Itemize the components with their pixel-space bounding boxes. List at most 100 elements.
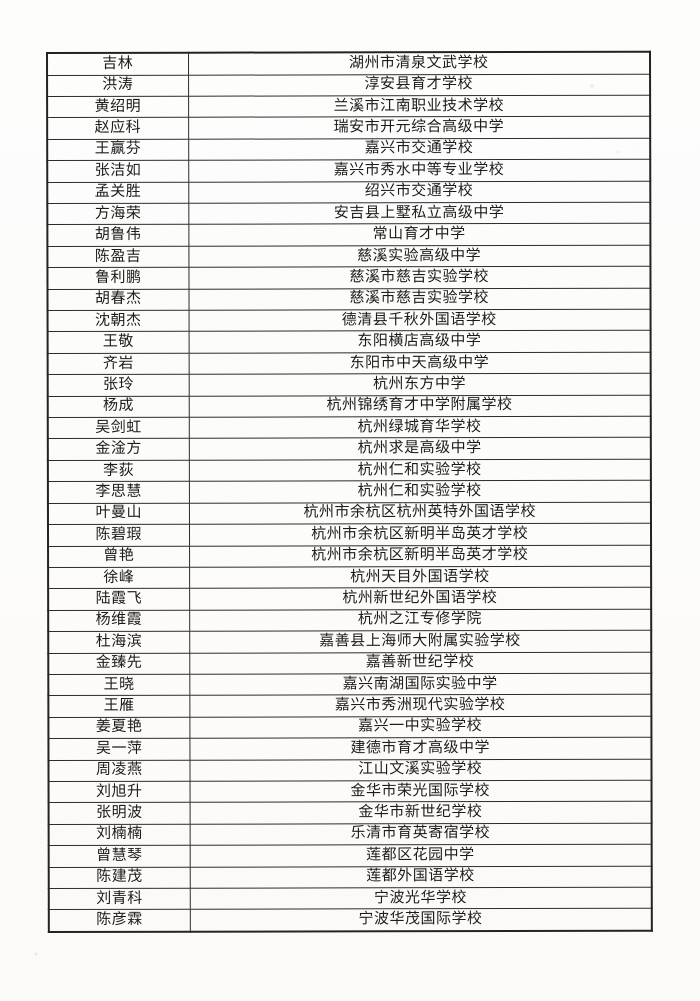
name-cell: 叶曼山 bbox=[47, 502, 189, 525]
school-cell: 杭州市余杭区新明半岛英才学校 bbox=[188, 523, 652, 546]
school-cell: 杭州之江专修学院 bbox=[189, 608, 652, 632]
table-row: 王晓 嘉兴南湖国际实验中学 bbox=[48, 673, 652, 696]
school-cell: 湖州市清泉文武学校 bbox=[188, 51, 651, 75]
school-cell: 金华市荣光国际学校 bbox=[189, 780, 652, 803]
school-cell: 嘉善新世纪学校 bbox=[189, 651, 652, 675]
school-cell: 嘉兴一中实验学校 bbox=[189, 715, 652, 739]
table-row: 金臻先 嘉善新世纪学校 bbox=[48, 651, 652, 675]
table-row: 鲁利鹏 慈溪市慈吉实验学校 bbox=[47, 266, 651, 290]
table-row: 刘旭升 金华市荣光国际学校 bbox=[48, 780, 652, 803]
name-cell: 胡春杰 bbox=[47, 288, 189, 311]
name-cell: 刘旭升 bbox=[48, 781, 190, 803]
table-row: 洪涛 淳安县育才学校 bbox=[47, 73, 651, 97]
name-cell: 胡鲁伟 bbox=[47, 224, 189, 247]
school-cell: 金华市新世纪学校 bbox=[189, 801, 652, 824]
roster-table: 吉林 湖州市清泉文武学校 洪涛 淳安县育才学校 黄绍明 兰溪市江南职业技术学校 赵应科 瑞安市… bbox=[46, 50, 653, 933]
school-cell: 安吉县上墅私立高级中学 bbox=[188, 202, 651, 225]
table-row: 杜海滨 嘉善县上海师大附属实验学校 bbox=[48, 630, 652, 654]
school-cell: 绍兴市交通学校 bbox=[188, 180, 651, 204]
school-cell: 慈溪实验高级中学 bbox=[188, 245, 651, 268]
table-row: 刘青科 宁波光华学校 bbox=[48, 887, 652, 910]
table-row: 姜夏艳 嘉兴一中实验学校 bbox=[48, 715, 652, 739]
table-row: 叶曼山 杭州市余杭区杭州英特外国语学校 bbox=[47, 501, 651, 525]
school-cell: 杭州求是高级中学 bbox=[188, 437, 651, 461]
school-cell: 杭州市余杭区新明半岛英才学校 bbox=[189, 544, 652, 568]
name-cell: 黄绍明 bbox=[47, 96, 189, 118]
table-row: 王雁 嘉兴市秀洲现代实验学校 bbox=[48, 694, 652, 718]
table-row: 齐岩 东阳市中天高级中学 bbox=[47, 352, 651, 375]
table-row: 胡鲁伟 常山育才中学 bbox=[47, 223, 651, 247]
school-cell: 东阳市中天高级中学 bbox=[188, 352, 651, 375]
name-cell: 李荻 bbox=[47, 460, 189, 482]
name-cell: 杨成 bbox=[47, 395, 189, 418]
table-row: 刘楠楠 乐清市育英寄宿学校 bbox=[48, 823, 652, 846]
school-cell: 莲都外国语学校 bbox=[189, 865, 652, 889]
table-row: 吴一萍 建德市育才高级中学 bbox=[48, 737, 652, 761]
name-cell: 王敬 bbox=[47, 331, 189, 354]
table-row: 胡春杰 慈溪市慈吉实验学校 bbox=[47, 287, 651, 311]
name-cell: 陆霞飞 bbox=[48, 588, 190, 611]
name-cell: 沈朝杰 bbox=[47, 310, 189, 332]
school-cell: 杭州天目外国语学校 bbox=[189, 566, 652, 589]
table-row: 陈建茂 莲都外国语学校 bbox=[48, 865, 652, 889]
name-cell: 孟关胜 bbox=[47, 181, 189, 204]
name-cell: 吉林 bbox=[47, 52, 189, 76]
table-row: 张玲 杭州东方中学 bbox=[47, 373, 651, 397]
table-row: 陈彦霖 宁波华茂国际学校 bbox=[48, 908, 652, 932]
name-cell: 吴剑虹 bbox=[47, 417, 189, 439]
school-cell: 杭州市余杭区杭州英特外国语学校 bbox=[188, 501, 651, 525]
name-cell: 刘青科 bbox=[48, 888, 190, 910]
school-cell: 杭州新世纪外国语学校 bbox=[189, 587, 652, 610]
name-cell: 齐岩 bbox=[47, 353, 189, 375]
table-row: 陈盈吉 慈溪实验高级中学 bbox=[47, 245, 651, 268]
name-cell: 鲁利鹏 bbox=[47, 267, 189, 290]
name-cell: 王晓 bbox=[48, 674, 190, 696]
table-row: 曾艳 杭州市余杭区新明半岛英才学校 bbox=[48, 544, 652, 568]
school-cell: 嘉善县上海师大附属实验学校 bbox=[189, 630, 652, 653]
table-row: 李思慧 杭州仁和实验学校 bbox=[47, 480, 651, 504]
school-cell: 慈溪市慈吉实验学校 bbox=[188, 266, 651, 289]
school-cell: 宁波华茂国际学校 bbox=[189, 908, 652, 932]
name-cell: 金淦方 bbox=[47, 438, 189, 461]
name-cell: 张玲 bbox=[47, 374, 189, 397]
school-cell: 嘉兴市秀水中等专业学校 bbox=[188, 159, 651, 182]
name-cell: 陈盈吉 bbox=[47, 246, 189, 268]
table-row: 张洁如 嘉兴市秀水中等专业学校 bbox=[47, 159, 651, 183]
name-cell: 李思慧 bbox=[47, 481, 189, 504]
table-row: 陆霞飞 杭州新世纪外国语学校 bbox=[48, 587, 652, 611]
school-cell: 乐清市育英寄宿学校 bbox=[189, 823, 652, 846]
school-cell: 嘉兴市交通学校 bbox=[188, 138, 651, 161]
school-cell: 建德市育才高级中学 bbox=[189, 737, 652, 760]
table-row: 王敬 东阳横店高级中学 bbox=[47, 330, 651, 354]
name-cell: 张明波 bbox=[48, 802, 190, 825]
table-row: 周凌燕 江山文溪实验学校 bbox=[48, 758, 652, 782]
name-cell: 金臻先 bbox=[48, 652, 190, 675]
table-row: 吉林 湖州市清泉文武学校 bbox=[47, 51, 651, 76]
name-cell: 洪涛 bbox=[47, 74, 189, 97]
table-row: 赵应科 瑞安市开元综合高级中学 bbox=[47, 116, 651, 140]
table-row: 李荻 杭州仁和实验学校 bbox=[47, 459, 651, 482]
school-cell: 瑞安市开元综合高级中学 bbox=[188, 116, 651, 139]
table-row: 金淦方 杭州求是高级中学 bbox=[47, 437, 651, 461]
school-cell: 杭州锦绣育才中学附属学校 bbox=[188, 394, 651, 418]
school-cell: 嘉兴市秀洲现代实验学校 bbox=[189, 694, 652, 717]
name-cell: 刘楠楠 bbox=[48, 823, 190, 846]
school-cell: 东阳横店高级中学 bbox=[188, 330, 651, 354]
school-cell: 兰溪市江南职业技术学校 bbox=[188, 95, 651, 118]
school-cell: 宁波光华学校 bbox=[189, 887, 652, 910]
school-cell: 莲都区花园中学 bbox=[189, 844, 652, 867]
table-row: 陈碧瑕 杭州市余杭区新明半岛英才学校 bbox=[47, 523, 652, 546]
name-cell: 王赢芬 bbox=[47, 138, 189, 161]
table-row: 张明波 金华市新世纪学校 bbox=[48, 801, 652, 825]
name-cell: 周凌燕 bbox=[48, 759, 190, 782]
school-cell: 慈溪市慈吉实验学校 bbox=[188, 287, 651, 311]
table-row: 沈朝杰 德清县千秋外国语学校 bbox=[47, 309, 651, 332]
table-row: 方海荣 安吉县上墅私立高级中学 bbox=[47, 202, 651, 225]
name-cell: 王雁 bbox=[48, 695, 190, 718]
name-cell: 赵应科 bbox=[47, 117, 189, 140]
school-cell: 嘉兴南湖国际实验中学 bbox=[189, 673, 652, 696]
name-cell: 张洁如 bbox=[47, 160, 189, 183]
table-row: 杨维霞 杭州之江专修学院 bbox=[48, 608, 652, 632]
name-cell: 徐峰 bbox=[48, 567, 190, 589]
table-row: 徐峰 杭州天目外国语学校 bbox=[48, 566, 652, 589]
